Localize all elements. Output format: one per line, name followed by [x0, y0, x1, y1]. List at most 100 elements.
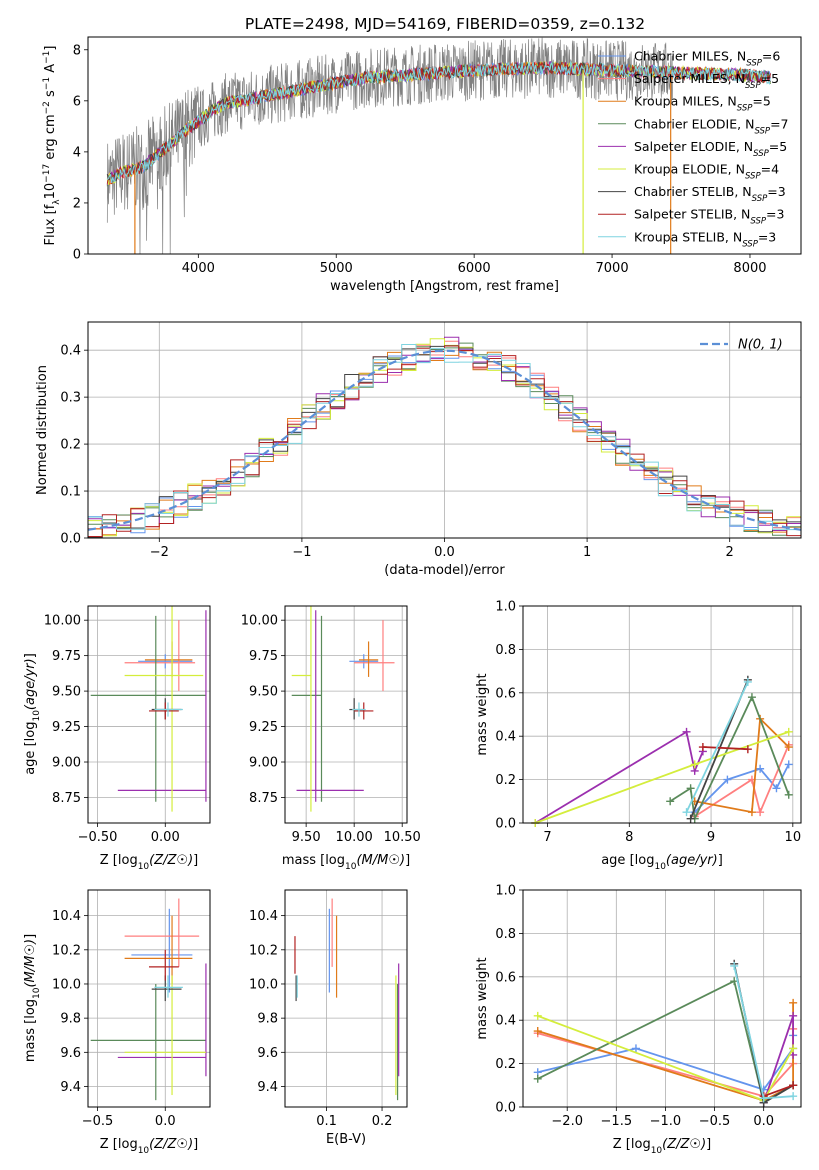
- y-tick-label: 1.0: [495, 884, 516, 899]
- weight-line-salpeter_stelib: [763, 1084, 794, 1098]
- weight-marker: [690, 760, 699, 769]
- axes-frame: [87, 321, 802, 539]
- weight-marker: [682, 808, 691, 817]
- weight-line-salpeter_elodie: [762, 1015, 794, 1103]
- y-tick-label: 4: [73, 145, 81, 160]
- axes-frame: [284, 889, 408, 1108]
- weight-marker: [682, 727, 691, 736]
- weight-marker: [631, 1044, 640, 1053]
- panel-age-vs-Z: −0.50 0.00 8.75 9.00 9.25 9.50 9.75 10.00: [44, 605, 211, 845]
- weight-marker: [789, 1044, 798, 1053]
- y-tick-label: 10.4: [52, 909, 81, 924]
- legend-entry: Kroupa STELIB, NSSP=3: [634, 229, 776, 249]
- panel-residuals: −2 −1 0.0 1 2 0.0 0.1 0.2 0.3 0.4 (data-model)/err…: [35, 321, 802, 578]
- weight-marker: [784, 727, 793, 736]
- x-tick-label: −1: [292, 545, 311, 560]
- weight-marker: [789, 998, 798, 1007]
- y-tick-label: 0.2: [60, 438, 81, 453]
- panel-mass-vs-Z: −0.5 0.0 9.4 9.6 9.8 10.0 10.2 10.4: [52, 889, 211, 1129]
- weight-marker: [698, 743, 707, 752]
- x-tick-label: 2: [726, 545, 734, 560]
- legend-entry: Chabrier MILES, NSSP=6: [634, 49, 780, 69]
- y-tick-label: 9.4: [60, 1080, 81, 1095]
- y-tick-label: 10.4: [249, 909, 278, 924]
- histogram-kroupa_stelib: [88, 344, 801, 531]
- x-tick-label: 0.0: [155, 1114, 176, 1129]
- legend-entry: Salpeter STELIB, NSSP=3: [634, 207, 784, 227]
- weight-marker: [784, 743, 793, 752]
- axes-frame: [522, 605, 802, 824]
- y-tick-label: 10.00: [44, 614, 81, 629]
- y-tick-label: 9.8: [60, 1012, 81, 1027]
- y-tick-label: 9.00: [249, 756, 278, 771]
- x-axis-label: E(B-V): [326, 1132, 366, 1147]
- x-tick-label: −0.5: [82, 1114, 114, 1129]
- y-tick-label: 0.1: [60, 485, 81, 500]
- y-tick-label: 0.4: [495, 1014, 516, 1029]
- y-axis-label: mass weight: [475, 673, 490, 755]
- y-tick-label: 9.75: [249, 649, 278, 664]
- x-axis-label: Z [log10(Z/Z☉)]: [100, 853, 198, 872]
- y-tick-label: 2: [73, 196, 81, 211]
- y-tick-label: 10.0: [249, 977, 278, 992]
- model-spectrum-kroupa_stelib: [106, 60, 771, 183]
- legend-entry: Chabrier ELODIE, NSSP=7: [634, 116, 789, 136]
- y-tick-label: 0.6: [495, 970, 516, 985]
- weight-marker: [686, 814, 695, 823]
- x-axis-label: age [log10(age/yr)]: [601, 853, 723, 872]
- weight-marker: [730, 961, 739, 970]
- x-tick-label: −1.5: [601, 1114, 633, 1129]
- x-axis-label: Z [log10(Z/Z☉)]: [100, 1137, 198, 1156]
- y-tick-label: 8: [73, 43, 81, 58]
- y-tick-label: 9.6: [257, 1046, 278, 1061]
- x-tick-label: 9.50: [292, 830, 321, 845]
- y-tick-label: 0.8: [495, 643, 516, 658]
- legend-entry: Kroupa MILES, NSSP=5: [634, 94, 771, 114]
- y-tick-label: 8.75: [52, 791, 81, 806]
- x-tick-label: −2.0: [551, 1114, 583, 1129]
- y-tick-label: 10.0: [52, 977, 81, 992]
- weight-line-kroupa_elodie: [534, 731, 789, 824]
- weight-marker: [743, 677, 752, 686]
- weight-line-kroupa_stelib: [685, 681, 749, 813]
- weight-marker: [784, 760, 793, 769]
- panel-spectrum: 4000 5000 6000 7000 8000 0 2 4 6 8 wavelength [Ang…: [42, 36, 802, 294]
- weight-marker: [533, 1011, 542, 1020]
- y-axis-label: Normed distribution: [35, 365, 50, 495]
- x-axis-label: wavelength [Angstrom, rest frame]: [330, 279, 559, 294]
- weight-marker: [743, 745, 752, 754]
- x-tick-label: 10.50: [384, 830, 421, 845]
- y-tick-label: 9.25: [249, 720, 278, 735]
- weight-marker: [533, 1074, 542, 1083]
- weight-marker: [772, 784, 781, 793]
- weight-marker: [686, 784, 695, 793]
- x-tick-label: −2: [150, 545, 169, 560]
- x-tick-label: 6000: [458, 261, 491, 276]
- weight-marker: [747, 808, 756, 817]
- figure-title: PLATE=2498, MJD=54169, FIBERID=0359, z=0…: [245, 15, 645, 33]
- axes-frame: [284, 605, 408, 824]
- legend-entry: Kroupa ELODIE, NSSP=4: [634, 162, 779, 182]
- legend-entry: Salpeter ELODIE, NSSP=5: [634, 139, 787, 159]
- y-tick-label: 0.0: [495, 817, 516, 832]
- x-tick-label: 7: [543, 830, 551, 845]
- weight-line-salpeter_miles: [694, 744, 790, 818]
- y-tick-label: 1.0: [495, 600, 516, 615]
- y-tick-label: 9.00: [52, 756, 81, 771]
- x-tick-label: −0.50: [78, 830, 118, 845]
- y-tick-label: 0: [73, 248, 81, 263]
- weight-marker: [756, 808, 765, 817]
- y-tick-label: 10.2: [52, 943, 81, 958]
- y-tick-label: 10.2: [249, 943, 278, 958]
- y-axis-label: age [log10(age/yr)]: [23, 653, 42, 775]
- y-tick-label: 9.50: [52, 685, 81, 700]
- y-tick-label: 9.8: [257, 1012, 278, 1027]
- legend-entry: Chabrier STELIB, NSSP=3: [634, 184, 786, 204]
- y-tick-label: 0.2: [495, 1057, 516, 1072]
- x-tick-label: 0.0: [753, 1114, 774, 1129]
- x-tick-label: 4000: [182, 261, 215, 276]
- weight-line-salpeter_stelib: [702, 746, 748, 751]
- y-tick-label: 0.0: [60, 532, 81, 547]
- panel-age-vs-mass: 9.50 10.00 10.50 8.75 9.00 9.25 9.50 9.75 10.00: [241, 605, 421, 845]
